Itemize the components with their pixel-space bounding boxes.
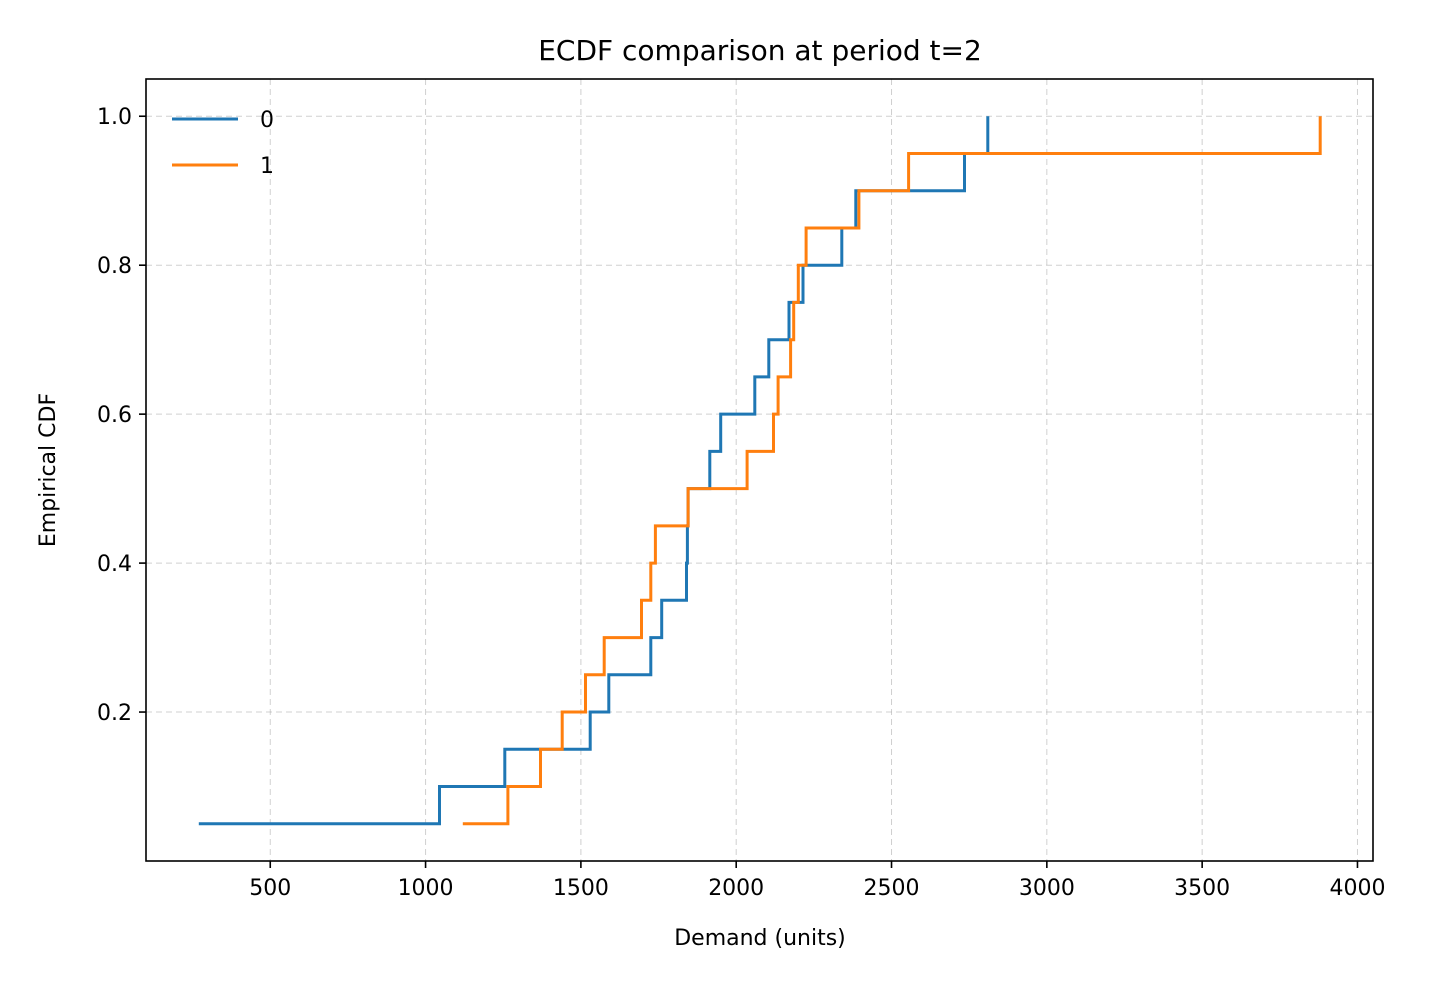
y-axis-title: Empirical CDF <box>36 393 61 547</box>
series-1-line <box>462 116 1322 826</box>
x-tick-label: 1000 <box>398 876 454 901</box>
y-tick-label: 0.4 <box>97 552 132 577</box>
legend-label-0: 0 <box>260 108 274 133</box>
grid-layer <box>146 79 1373 861</box>
plot-area-frame <box>145 78 1374 862</box>
x-tick-label: 2500 <box>864 876 920 901</box>
legend: 01 <box>172 108 274 179</box>
x-tick-label: 1500 <box>553 876 609 901</box>
x-tick-label: 500 <box>249 876 291 901</box>
x-tick-label: 3500 <box>1174 876 1230 901</box>
x-axis-title: Demand (units) <box>674 926 846 951</box>
y-tick-label: 1.0 <box>97 105 132 130</box>
y-tick-label: 0.8 <box>97 254 132 279</box>
y-tick-label: 0.6 <box>97 403 132 428</box>
x-tick-label: 4000 <box>1329 876 1385 901</box>
x-tick-label: 2000 <box>708 876 764 901</box>
legend-label-1: 1 <box>260 154 274 179</box>
series-layer <box>198 116 1322 826</box>
axis-layer: 500 1000 1500 2000 2500 3000 3500 4000 0.2 0.4 0.6… <box>97 105 1385 901</box>
chart-title: ECDF comparison at period t=2 <box>538 34 982 67</box>
x-tick-label: 3000 <box>1019 876 1075 901</box>
y-tick-label: 0.2 <box>97 701 132 726</box>
